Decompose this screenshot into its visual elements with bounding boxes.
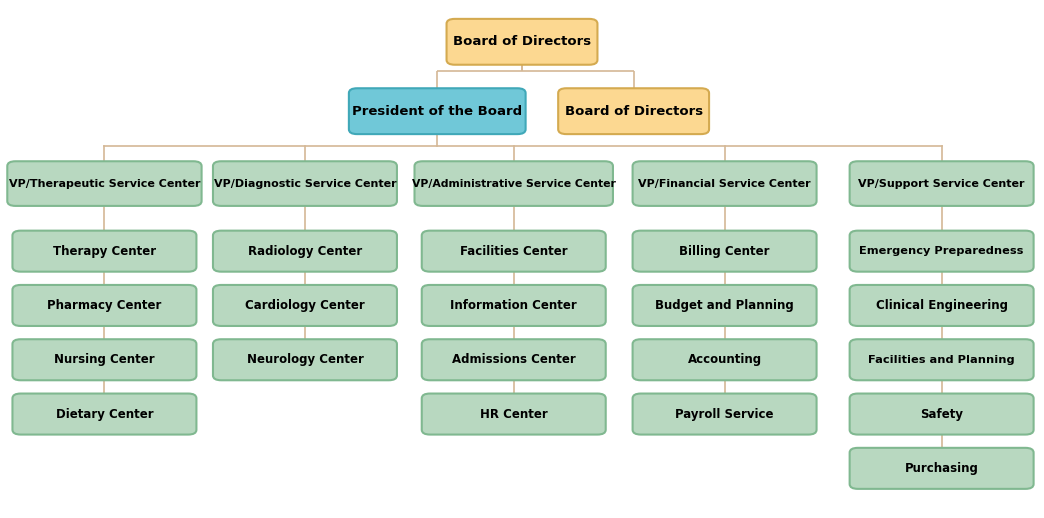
FancyBboxPatch shape	[414, 161, 613, 206]
FancyBboxPatch shape	[850, 339, 1034, 380]
Text: Therapy Center: Therapy Center	[53, 244, 156, 257]
Text: President of the Board: President of the Board	[352, 105, 522, 118]
FancyBboxPatch shape	[633, 339, 816, 380]
Text: Accounting: Accounting	[688, 353, 762, 366]
Text: Facilities and Planning: Facilities and Planning	[869, 355, 1015, 365]
FancyBboxPatch shape	[213, 161, 397, 206]
Text: Pharmacy Center: Pharmacy Center	[47, 299, 162, 312]
FancyBboxPatch shape	[559, 88, 709, 134]
FancyBboxPatch shape	[13, 339, 196, 380]
Text: Budget and Planning: Budget and Planning	[656, 299, 793, 312]
FancyBboxPatch shape	[850, 448, 1034, 489]
Text: Cardiology Center: Cardiology Center	[245, 299, 364, 312]
FancyBboxPatch shape	[422, 285, 606, 326]
FancyBboxPatch shape	[633, 231, 816, 271]
Text: Admissions Center: Admissions Center	[452, 353, 575, 366]
FancyBboxPatch shape	[13, 394, 196, 435]
Text: Board of Directors: Board of Directors	[453, 35, 591, 48]
FancyBboxPatch shape	[13, 231, 196, 271]
Text: Purchasing: Purchasing	[905, 462, 978, 475]
Text: Clinical Engineering: Clinical Engineering	[876, 299, 1007, 312]
Text: Information Center: Information Center	[450, 299, 577, 312]
FancyBboxPatch shape	[850, 161, 1034, 206]
FancyBboxPatch shape	[633, 394, 816, 435]
Text: Radiology Center: Radiology Center	[247, 244, 362, 257]
Text: Dietary Center: Dietary Center	[55, 408, 153, 421]
FancyBboxPatch shape	[850, 285, 1034, 326]
FancyBboxPatch shape	[422, 394, 606, 435]
Text: Payroll Service: Payroll Service	[675, 408, 774, 421]
Text: VP/Administrative Service Center: VP/Administrative Service Center	[411, 179, 616, 189]
Text: Facilities Center: Facilities Center	[460, 244, 568, 257]
Text: HR Center: HR Center	[480, 408, 548, 421]
FancyBboxPatch shape	[447, 19, 597, 65]
FancyBboxPatch shape	[213, 285, 397, 326]
FancyBboxPatch shape	[633, 285, 816, 326]
Text: Nursing Center: Nursing Center	[54, 353, 155, 366]
FancyBboxPatch shape	[850, 394, 1034, 435]
FancyBboxPatch shape	[213, 231, 397, 271]
Text: Billing Center: Billing Center	[680, 244, 769, 257]
FancyBboxPatch shape	[349, 88, 525, 134]
Text: Board of Directors: Board of Directors	[565, 105, 703, 118]
FancyBboxPatch shape	[422, 231, 606, 271]
Text: VP/Diagnostic Service Center: VP/Diagnostic Service Center	[214, 179, 397, 189]
FancyBboxPatch shape	[422, 339, 606, 380]
FancyBboxPatch shape	[633, 161, 816, 206]
Text: VP/Therapeutic Service Center: VP/Therapeutic Service Center	[8, 179, 200, 189]
Text: Safety: Safety	[920, 408, 964, 421]
FancyBboxPatch shape	[7, 161, 201, 206]
Text: VP/Support Service Center: VP/Support Service Center	[858, 179, 1025, 189]
FancyBboxPatch shape	[213, 339, 397, 380]
FancyBboxPatch shape	[13, 285, 196, 326]
Text: Neurology Center: Neurology Center	[246, 353, 363, 366]
FancyBboxPatch shape	[850, 231, 1034, 271]
Text: Emergency Preparedness: Emergency Preparedness	[859, 246, 1024, 256]
Text: VP/Financial Service Center: VP/Financial Service Center	[638, 179, 811, 189]
